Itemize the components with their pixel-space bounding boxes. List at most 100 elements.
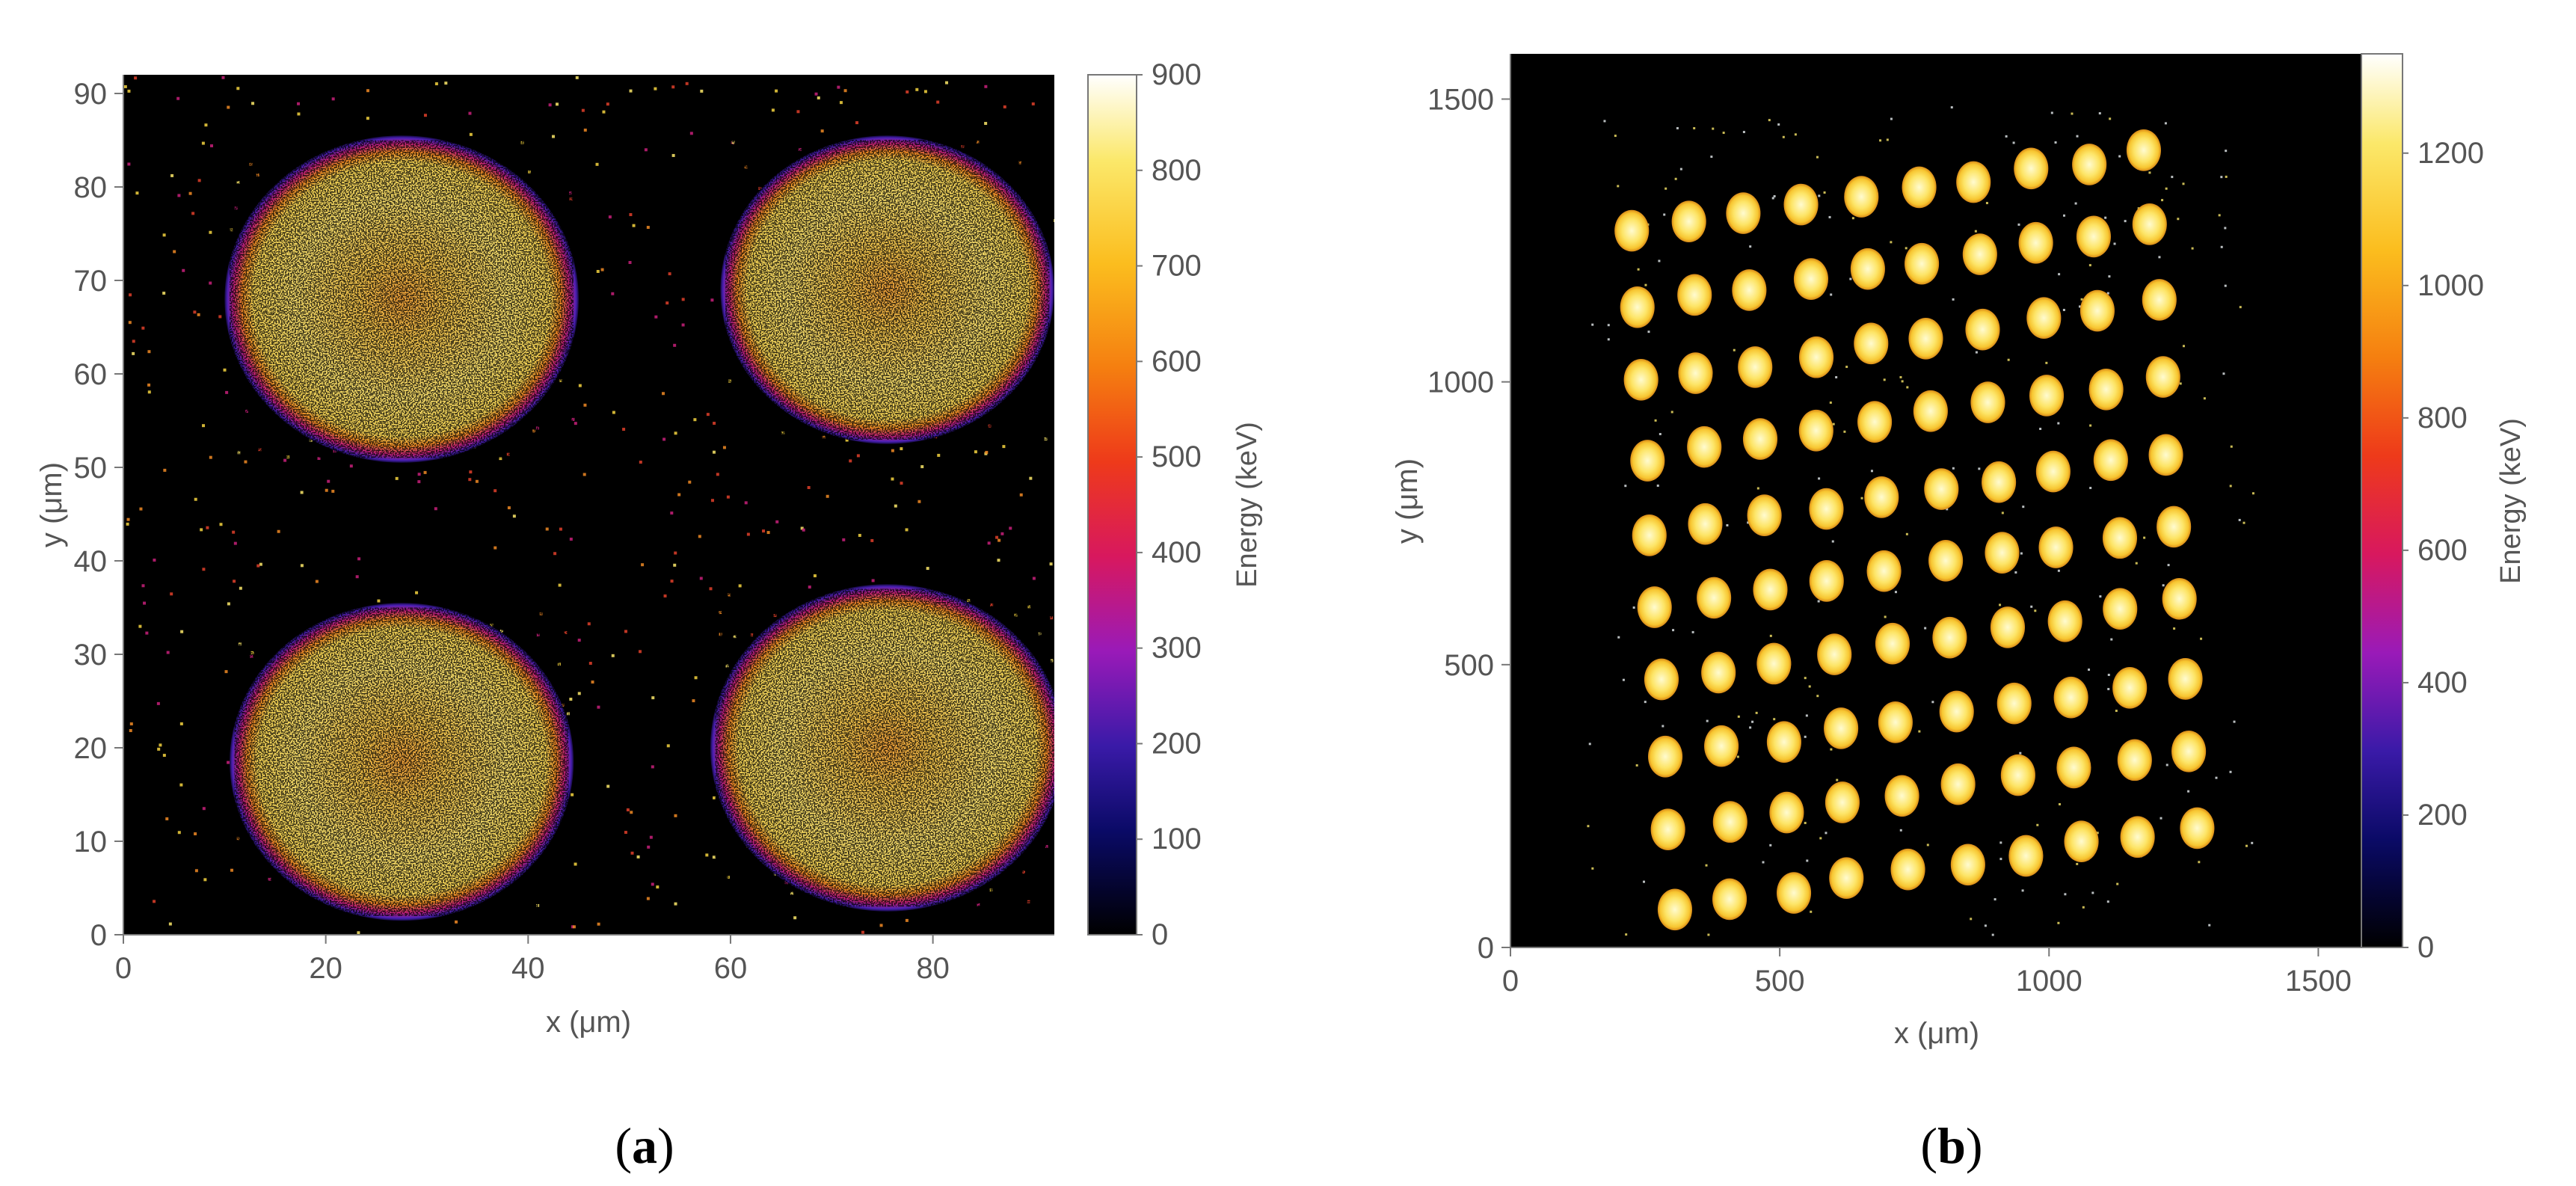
- noise-dot: [629, 213, 633, 217]
- noise-dot: [944, 81, 948, 85]
- noise-dot: [1670, 411, 1673, 414]
- noise-dot: [802, 528, 805, 532]
- spot: [2142, 279, 2177, 321]
- noise-dot: [490, 623, 494, 627]
- noise-dot: [997, 559, 1000, 562]
- noise-dot: [355, 575, 359, 579]
- noise-dot: [784, 881, 788, 885]
- noise-dot: [2116, 882, 2119, 885]
- noise-dot: [1773, 718, 1776, 721]
- noise-dot: [202, 807, 206, 811]
- colorbar-tick-label: 800: [1152, 154, 1202, 187]
- noise-dot: [775, 520, 779, 523]
- noise-dot: [417, 473, 421, 476]
- noise-dot: [651, 765, 654, 769]
- noise-dot: [771, 108, 775, 112]
- noise-dot: [2182, 182, 2185, 185]
- spot: [1697, 577, 1732, 619]
- noise-dot: [713, 422, 716, 425]
- noise-dot: [1771, 197, 1774, 200]
- x-axis-label-a: x (μm): [546, 1006, 631, 1039]
- spot: [1701, 651, 1736, 694]
- noise-dot: [646, 897, 650, 900]
- spots-b: [1614, 129, 2215, 931]
- noise-dot: [639, 650, 642, 654]
- noise-dot: [1899, 829, 1902, 832]
- noise-dot: [1899, 375, 1902, 378]
- noise-dot: [663, 437, 666, 441]
- noise-dot: [2164, 122, 2167, 125]
- noise-dot: [1816, 156, 1819, 159]
- noise-dot: [937, 453, 941, 457]
- noise-dot: [218, 315, 222, 319]
- spot: [1902, 166, 1937, 209]
- noise-dot: [469, 470, 473, 474]
- spot: [1798, 336, 1834, 378]
- spot: [1614, 209, 1650, 252]
- noise-dot: [2113, 242, 2116, 245]
- noise-dot: [423, 470, 427, 474]
- spot: [1913, 390, 1948, 432]
- speckles-a: [230, 140, 1054, 916]
- noise-dot: [126, 522, 129, 526]
- noise-dot: [984, 122, 988, 126]
- noise-dot: [163, 468, 167, 472]
- spot: [2180, 807, 2215, 849]
- spot: [1940, 763, 1976, 805]
- noise-dot: [468, 478, 472, 482]
- noise-dot: [209, 281, 212, 285]
- spot: [2047, 600, 2082, 642]
- noise-dot: [1054, 219, 1057, 222]
- noise-dot: [366, 117, 369, 120]
- spot: [2056, 746, 2091, 789]
- noise-dot: [2135, 562, 2138, 565]
- noise-dot: [1632, 606, 1635, 609]
- noise-dot: [807, 486, 811, 490]
- noise-dot: [206, 526, 209, 529]
- noise-dot: [227, 602, 230, 606]
- noise-dot: [153, 900, 156, 903]
- noise-dot: [1905, 532, 1908, 535]
- y-ticks-a: 0 10 20 30 40 50 60 70 80 90: [74, 78, 123, 952]
- noise-dot: [1843, 430, 1846, 433]
- noise-dot: [611, 292, 615, 295]
- noise-dot: [455, 920, 458, 924]
- noise-dot: [297, 102, 301, 105]
- noise-dot: [1722, 132, 1725, 135]
- spot: [1962, 233, 1997, 275]
- noise-dot: [2118, 155, 2121, 158]
- noise-dot: [656, 885, 660, 889]
- noise-dot: [668, 272, 671, 276]
- noise-dot: [583, 128, 587, 132]
- spot: [1844, 176, 1879, 218]
- noise-dot: [499, 629, 503, 633]
- noise-dot: [630, 851, 634, 855]
- noise-dot: [685, 82, 689, 85]
- noise-dot: [2057, 921, 2060, 924]
- noise-dot: [2162, 584, 2165, 587]
- noise-dot: [692, 699, 695, 703]
- noise-dot: [731, 141, 735, 144]
- noise-dot: [728, 593, 731, 597]
- noise-dot: [127, 162, 131, 166]
- noise-dot: [545, 527, 549, 531]
- noise-dot: [1851, 217, 1854, 220]
- noise-dot: [1659, 433, 1662, 436]
- noise-dot: [153, 559, 156, 562]
- noise-dot: [194, 832, 197, 836]
- noise-dot: [1769, 634, 1772, 637]
- noise-dot: [575, 76, 579, 79]
- panel-a: 0 20 40 60 80 0 10 20 30 40 50 60 70 80 90 x (μm) y (…: [35, 58, 1263, 1174]
- noise-dot: [2091, 891, 2094, 894]
- noise-dot: [1737, 715, 1740, 718]
- noise-dot: [1044, 437, 1048, 440]
- x-tick-label: 0: [1502, 965, 1519, 998]
- noise-dot: [798, 147, 802, 151]
- spot: [1677, 274, 1712, 316]
- noise-dot: [157, 747, 161, 751]
- noise-dot: [606, 102, 609, 106]
- spot: [1776, 872, 1812, 914]
- noise-dot: [1614, 135, 1617, 138]
- spot: [1657, 888, 1692, 931]
- spot: [1678, 352, 1713, 394]
